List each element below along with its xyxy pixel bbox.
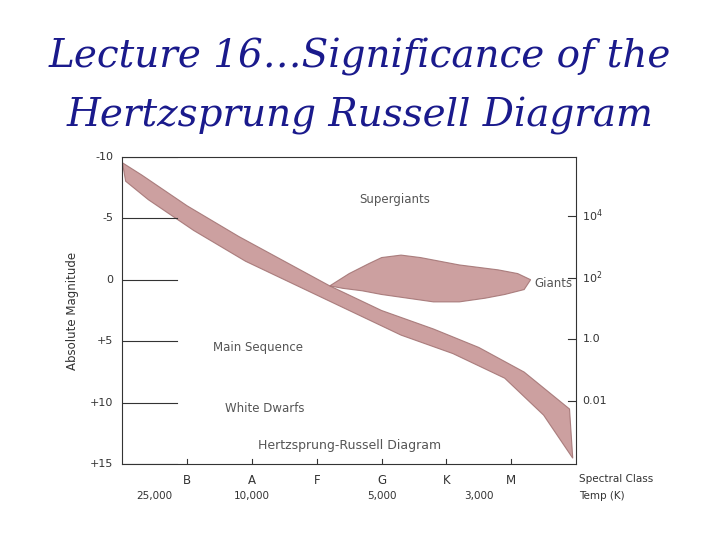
Text: K: K (443, 474, 450, 487)
Text: Giants: Giants (534, 277, 572, 290)
Text: 1.0: 1.0 (582, 334, 600, 344)
Text: A: A (248, 474, 256, 487)
Text: Spectral Class: Spectral Class (579, 474, 654, 484)
Text: $10^4$: $10^4$ (582, 208, 603, 224)
Text: F: F (313, 474, 320, 487)
Polygon shape (122, 163, 573, 458)
Text: White Dwarfs: White Dwarfs (225, 402, 305, 415)
Text: $10^2$: $10^2$ (582, 269, 603, 286)
Text: 25,000: 25,000 (137, 491, 173, 502)
Text: Lecture 16…Significance of the: Lecture 16…Significance of the (49, 38, 671, 76)
Text: +15: +15 (90, 460, 113, 469)
Text: 10,000: 10,000 (234, 491, 270, 502)
Text: -10: -10 (95, 152, 113, 161)
Text: +10: +10 (90, 398, 113, 408)
Text: Supergiants: Supergiants (359, 193, 430, 206)
Text: 0: 0 (107, 275, 113, 285)
Text: 3,000: 3,000 (464, 491, 493, 502)
Text: -5: -5 (102, 213, 113, 223)
Text: Absolute Magnitude: Absolute Magnitude (66, 252, 79, 369)
Text: +5: +5 (97, 336, 113, 346)
Text: 5,000: 5,000 (367, 491, 396, 502)
Text: M: M (506, 474, 516, 487)
Text: Temp (K): Temp (K) (579, 491, 625, 502)
Text: Hertzsprung-Russell Diagram: Hertzsprung-Russell Diagram (258, 440, 441, 453)
Text: G: G (377, 474, 386, 487)
Polygon shape (330, 255, 531, 302)
Text: Hertzsprung Russell Diagram: Hertzsprung Russell Diagram (66, 97, 654, 135)
Text: B: B (183, 474, 192, 487)
Text: 0.01: 0.01 (582, 396, 607, 406)
Text: Main Sequence: Main Sequence (214, 341, 304, 354)
